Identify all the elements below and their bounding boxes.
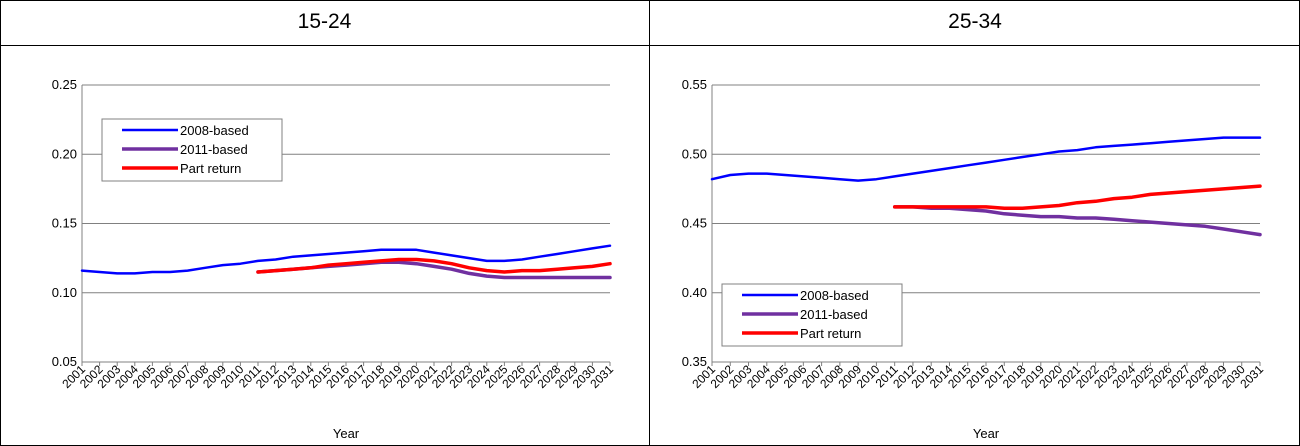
y-tick-label: 0.35 (682, 354, 707, 369)
title-row-divider (0, 45, 1300, 46)
legend-label: 2011-based (180, 142, 248, 157)
y-tick-label: 0.15 (52, 216, 77, 231)
panel-title-right: 25-34 (948, 10, 1002, 33)
y-tick-label: 0.25 (52, 77, 77, 92)
y-tick-label: 0.05 (52, 354, 77, 369)
series-line-part-return (892, 184, 1262, 211)
legend-label: 2008-based (180, 123, 249, 138)
legend-label: 2011-based (800, 307, 868, 322)
series-line-2008-based (80, 244, 612, 275)
series-line-2011-based (892, 205, 1262, 237)
legend-label: Part return (180, 161, 241, 176)
x-axis-title: Year (973, 426, 1000, 441)
legend-label: 2008-based (800, 288, 869, 303)
panel-title-left: 15-24 (297, 10, 352, 33)
y-tick-label: 0.20 (52, 146, 77, 161)
x-axis-title: Year (333, 426, 360, 441)
y-tick-label: 0.50 (682, 146, 707, 161)
series-line-2008-based (710, 136, 1262, 182)
panel-divider (649, 0, 650, 446)
y-tick-label: 0.10 (52, 285, 77, 300)
legend-label: Part return (800, 326, 861, 341)
series-line-part-return (256, 257, 612, 274)
y-tick-label: 0.55 (682, 77, 707, 92)
y-tick-label: 0.40 (682, 285, 707, 300)
y-tick-label: 0.45 (682, 216, 707, 231)
